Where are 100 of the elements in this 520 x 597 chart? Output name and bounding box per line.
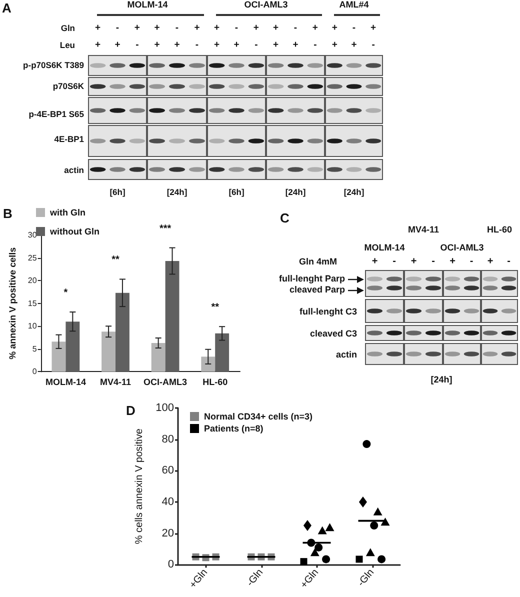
text: -	[392, 256, 396, 267]
y-tick-label: 100	[156, 402, 174, 414]
category-label: cleaved C3	[310, 328, 357, 338]
category-label: Leu	[60, 40, 75, 50]
text: [6h]	[110, 186, 126, 197]
category-label: actin	[64, 164, 84, 175]
legend-label: Patients (n=8)	[204, 424, 264, 434]
text: -	[352, 22, 356, 34]
text: +	[95, 22, 101, 34]
x-tick-label: +Gln	[298, 567, 321, 591]
x-tick-label: +Gln	[188, 567, 210, 591]
text: -	[294, 22, 298, 34]
annotation: ***	[159, 223, 172, 234]
category-label: AML#4	[339, 0, 369, 10]
text: -	[136, 39, 139, 50]
text: +	[450, 256, 456, 267]
text: +	[174, 39, 180, 50]
text: +	[134, 22, 140, 34]
bar	[201, 356, 216, 372]
text: -	[195, 39, 199, 50]
chart-title: B	[3, 206, 12, 221]
bar	[151, 342, 166, 372]
category-label: full-lenght Parp	[279, 274, 345, 284]
text: +	[154, 22, 160, 34]
bar	[102, 332, 116, 372]
text: +	[154, 39, 160, 50]
legend-label: with Gln	[49, 208, 86, 218]
text: [24h]	[166, 186, 188, 197]
y-tick-label: 60	[162, 464, 174, 477]
text: A	[2, 0, 12, 16]
category-label: OCI-AML3	[440, 242, 484, 252]
text: +	[114, 39, 120, 50]
text: [24h]	[285, 186, 306, 197]
y-axis-title: % annexin V positive cells	[8, 247, 18, 360]
category-label: Gln	[60, 22, 75, 33]
y-tick-label: 15	[28, 298, 38, 308]
x-tick-label: -Gln	[244, 567, 266, 589]
text: -	[116, 22, 120, 34]
annotation: *	[64, 288, 68, 299]
text: +	[312, 22, 318, 34]
x-tick-label: MV4-11	[100, 377, 132, 388]
text: +	[372, 256, 378, 267]
text: +	[194, 22, 200, 34]
y-axis-title: % cells annexin V positive	[134, 428, 146, 544]
x-tick-label: OCI-AML3	[144, 377, 188, 388]
category-label: Gln 4mM	[298, 256, 337, 266]
text: +	[370, 22, 376, 34]
bar	[66, 322, 80, 372]
y-tick-label: 0	[32, 367, 38, 376]
legend-label: without Gln	[49, 226, 100, 236]
y-tick-label: 80	[162, 433, 174, 446]
category-label: MOLM-14	[127, 0, 168, 10]
y-tick-label: 25	[28, 253, 38, 262]
category-label: p-4E-BP1 S65	[28, 108, 84, 119]
category-label: p70S6K	[52, 80, 84, 91]
bar	[215, 333, 230, 372]
y-tick-label: 40	[162, 496, 174, 508]
text: +	[95, 39, 101, 50]
y-tick-label: 20	[162, 527, 174, 540]
category-label: cleaved Parp	[289, 284, 345, 294]
text: +	[214, 39, 220, 50]
text: [6h]	[228, 186, 244, 197]
text: +	[273, 39, 279, 50]
text: +	[332, 22, 338, 34]
x-tick-label: MOLM-14	[45, 377, 86, 388]
category-label: 4E-BP1	[54, 134, 84, 144]
y-tick-label: 20	[28, 276, 38, 286]
category-label: OCI-AML3	[244, 0, 288, 10]
text: [24h]	[430, 374, 452, 384]
text: -	[314, 39, 317, 50]
text: -	[432, 256, 435, 267]
text: -	[372, 39, 375, 50]
legend-label: Normal CD34+ cells (n=3)	[204, 412, 313, 422]
category-label: MOLM-14	[364, 242, 405, 252]
bar	[52, 342, 66, 372]
annotation: **	[112, 254, 120, 266]
category-label: HL-60	[486, 224, 512, 234]
y-tick-label: 0	[168, 558, 174, 571]
x-tick-label: -Gln	[356, 567, 376, 589]
category-label: full-lenght C3	[300, 306, 357, 316]
text: +	[234, 39, 240, 50]
y-tick-label: 10	[28, 322, 38, 331]
chart-title: D	[126, 403, 136, 418]
text: C	[280, 210, 290, 226]
bar	[165, 260, 180, 372]
text: -	[507, 256, 510, 267]
annotation: **	[211, 302, 220, 314]
bar	[116, 292, 130, 372]
x-tick-label: HL-60	[202, 377, 228, 388]
text: -	[175, 22, 179, 34]
text: +	[273, 22, 279, 34]
text: -	[470, 256, 474, 267]
text: [24h]	[344, 186, 364, 197]
category-label: MV4-11	[408, 224, 440, 234]
category-label: actin	[336, 350, 357, 360]
text: +	[351, 39, 357, 50]
category-label: p-p70S6K T389	[23, 60, 84, 70]
text: -	[234, 22, 238, 34]
text: +	[410, 256, 417, 267]
text: +	[292, 39, 298, 50]
